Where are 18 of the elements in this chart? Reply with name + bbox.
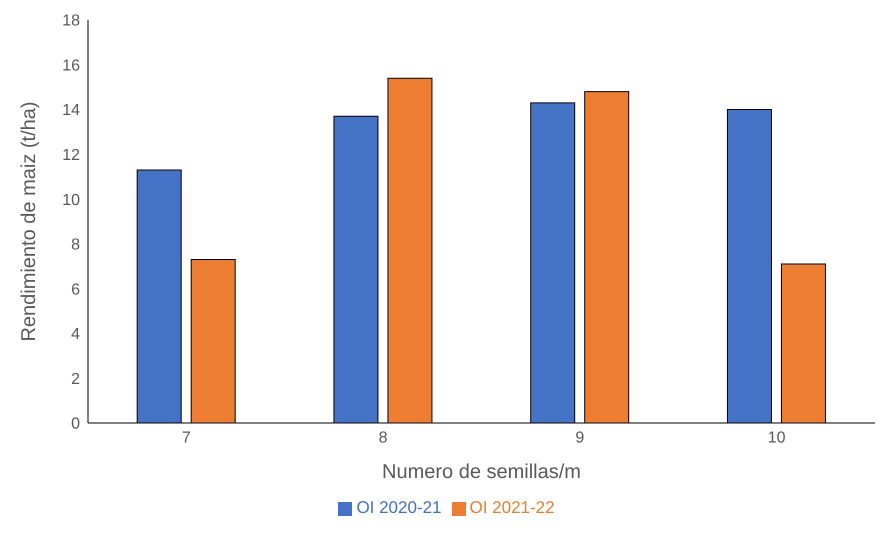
y-tick-label: 4: [71, 326, 80, 344]
y-tick-label: 18: [62, 12, 80, 30]
y-tick-label: 12: [62, 147, 80, 164]
y-tick-label: 16: [62, 57, 80, 74]
legend-label: OI 2021-22: [470, 498, 555, 517]
y-tick-label: 6: [71, 281, 80, 298]
x-tick-label: 10: [768, 429, 786, 446]
y-axis-title: Rendimiento de maiz (t/ha): [18, 101, 40, 342]
x-tick-label: 8: [378, 429, 388, 446]
y-tick-label: 10: [62, 192, 80, 209]
legend-label: OI 2020-21: [356, 498, 442, 517]
y-tick-label: 8: [71, 236, 80, 254]
y-tick-label: 2: [71, 370, 80, 388]
y-tick-label: 14: [62, 102, 80, 120]
y-tick-label: 0: [71, 416, 80, 433]
x-axis-title: Numero de semillas/m: [382, 461, 581, 483]
x-tick-label: 7: [182, 429, 191, 446]
x-tick-label: 9: [575, 429, 584, 446]
